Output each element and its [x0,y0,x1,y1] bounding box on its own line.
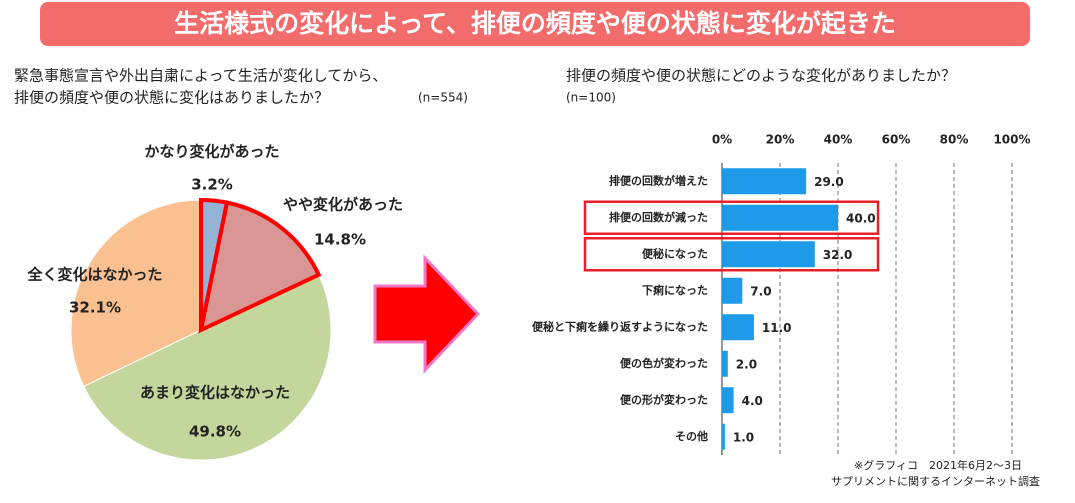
bar [722,350,728,377]
sample-size: (n=100) [566,91,616,105]
x-tick-label: 20% [766,133,795,147]
slice-value: 14.8% [314,231,366,249]
highlight-box [583,237,880,272]
x-tick-label: 0% [712,133,732,147]
sample-size: (n=554) [418,91,468,105]
slice-label: かなり変化があった [144,143,279,161]
x-tick-label: 100% [993,133,1030,147]
bar [722,241,815,268]
value-label: 32.0 [823,248,853,262]
category-label: 便の形が変わった [620,392,708,406]
pie-slice [198,200,322,334]
value-label: 11.0 [762,321,792,335]
pie-slice [70,199,202,387]
category-label: 便の色が変わった [620,356,708,370]
slice-label: 全く変化はなかった [26,266,162,284]
value-label: 4.0 [742,394,763,408]
bar [722,387,734,414]
bar [722,423,725,450]
value-label: 40.0 [846,211,876,225]
category-label: 排便の回数が増えた [609,173,708,187]
subtitle: 排便の頻度や便の状態にどのような変化がありましたか？ [566,67,956,85]
highlight-box [583,200,880,235]
bar [722,204,838,231]
x-tick-label: 80% [940,133,969,147]
value-label: 2.0 [736,357,757,371]
note: ※グラフィコ 2021年6月2～3日 [854,458,1022,472]
value-label: 29.0 [814,175,844,189]
x-tick-label: 40% [824,133,853,147]
slice-label: やや変化があった [283,196,403,214]
bar [722,168,807,195]
slice-label: あまり変化はなかった [140,384,290,402]
bar [722,314,754,341]
title-banner [40,2,1030,46]
pie-slice [83,274,332,461]
slice-value: 32.1% [69,299,121,317]
category-label: 下痢になった [642,283,708,297]
value-label: 1.0 [733,430,754,444]
x-tick-label: 60% [882,133,911,147]
category-label: その他 [675,429,708,443]
subtitle: 排便の頻度や便の状態に変化はありましたか？ [14,89,329,107]
note: サプリメントに関するインターネット調査 [831,474,1040,488]
value-label: 7.0 [750,284,771,298]
slice-value: 49.8% [189,423,241,441]
category-label: 便秘と下痢を繰り返すようになった [532,319,708,333]
category-label: 便秘になった [642,246,708,260]
title: 生活様式の変化によって、排便の頻度や便の状態に変化が起きた [174,9,896,38]
bar [722,277,743,304]
subtitle: 緊急事態宣言や外出自粛によって生活が変化してから、 [14,67,387,85]
arrow [373,254,481,374]
category-label: 排便の回数が減った [609,210,708,224]
slice-value: 3.2% [191,176,233,194]
